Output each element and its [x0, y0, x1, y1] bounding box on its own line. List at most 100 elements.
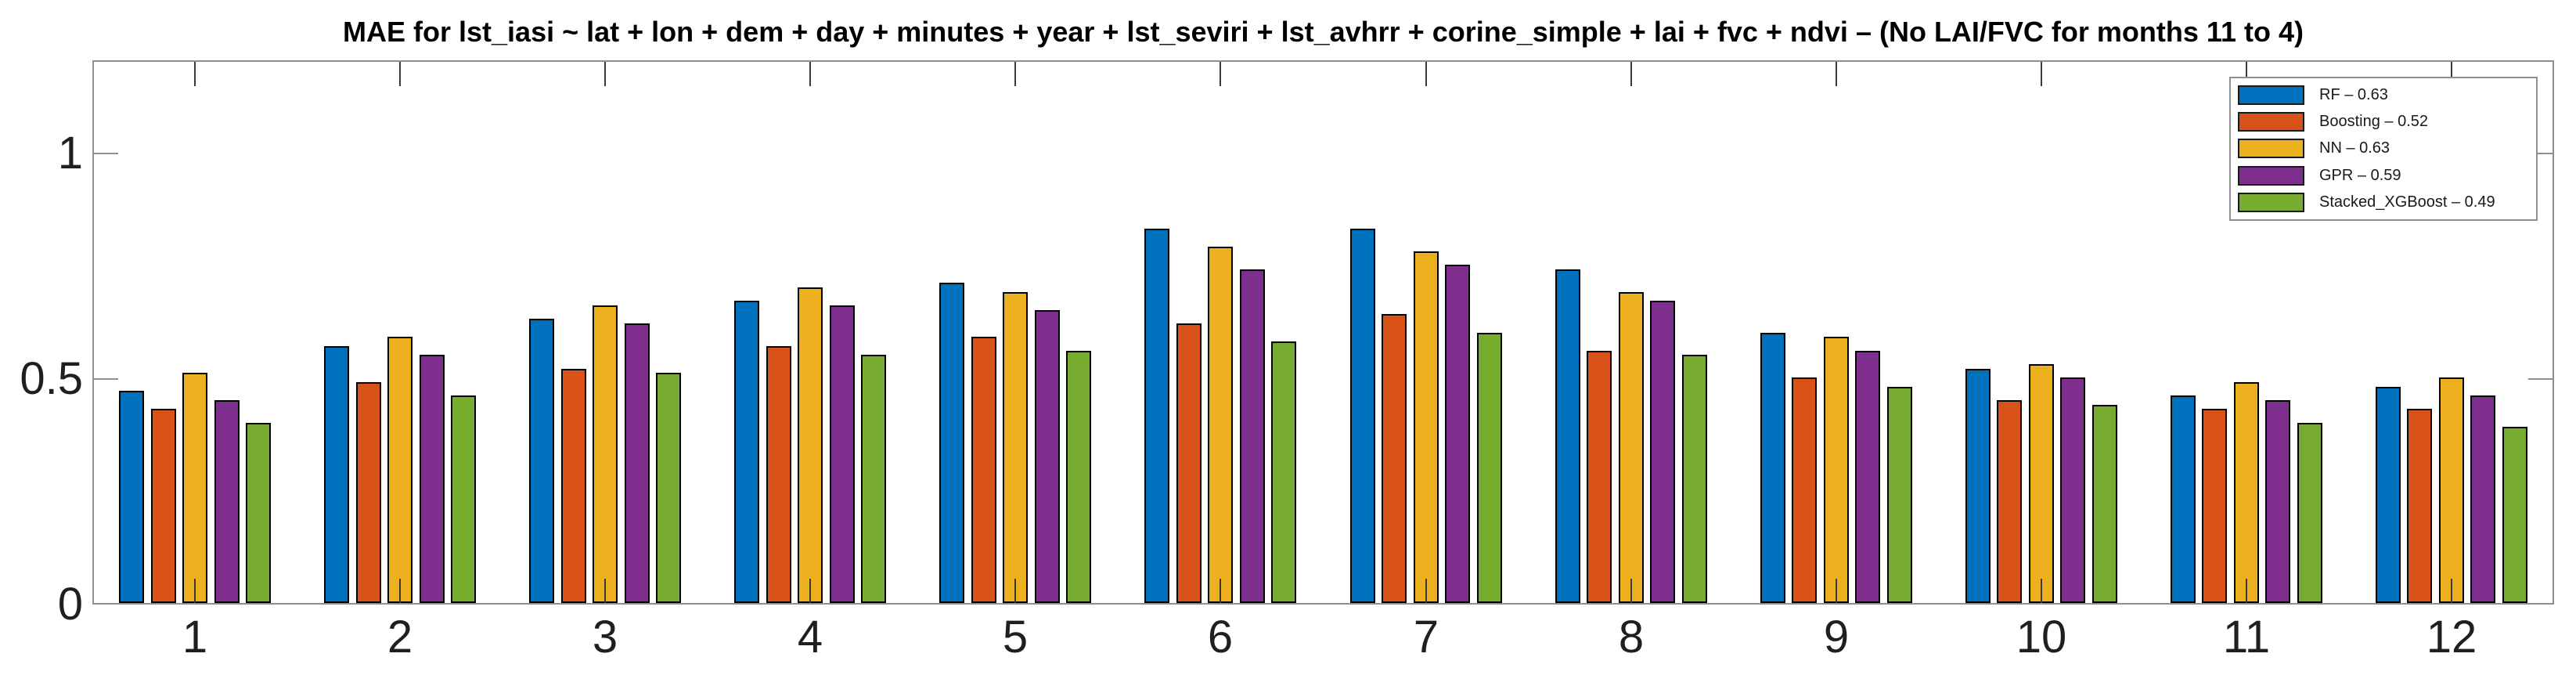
- bar-nn-month-5: [1003, 292, 1028, 603]
- bar-nn-month-10: [2029, 364, 2054, 603]
- x-tick-top: [1630, 62, 1632, 86]
- x-tick-bottom: [1836, 579, 1837, 603]
- x-tick-bottom: [809, 579, 811, 603]
- y-tick-left: [94, 153, 118, 154]
- legend-swatch-boosting: [2238, 112, 2304, 132]
- bar-rf-month-4: [734, 301, 759, 603]
- legend-item-boosting: Boosting – 0.52: [2238, 112, 2536, 132]
- bar-stacked_xgboost-month-10: [2092, 405, 2117, 603]
- x-tick-top: [1836, 62, 1837, 86]
- bar-nn-month-12: [2439, 377, 2464, 603]
- x-tick-label: 8: [1618, 612, 1645, 663]
- x-tick-label: 11: [2222, 612, 2271, 663]
- bar-nn-month-8: [1619, 292, 1644, 603]
- bar-boosting-month-7: [1382, 314, 1407, 603]
- bar-gpr-month-9: [1855, 351, 1880, 603]
- y-tick-right: [2528, 153, 2553, 154]
- bar-stacked_xgboost-month-1: [246, 423, 271, 603]
- bar-boosting-month-8: [1587, 351, 1612, 603]
- bar-stacked_xgboost-month-8: [1682, 355, 1707, 603]
- x-tick-label: 2: [387, 612, 413, 663]
- bar-gpr-month-3: [625, 323, 650, 603]
- bar-nn-month-11: [2234, 382, 2259, 603]
- x-tick-bottom: [2041, 579, 2042, 603]
- x-tick-label: 5: [1002, 612, 1029, 663]
- x-tick-label: 4: [797, 612, 823, 663]
- bar-stacked_xgboost-month-6: [1271, 341, 1296, 603]
- bar-nn-month-3: [593, 305, 618, 603]
- y-tick-left: [94, 378, 118, 380]
- bar-boosting-month-12: [2407, 409, 2432, 603]
- bar-rf-month-11: [2171, 395, 2196, 603]
- bar-rf-month-9: [1760, 333, 1785, 603]
- bar-stacked_xgboost-month-11: [2297, 423, 2322, 603]
- y-tick-label: 0.5: [20, 353, 83, 404]
- bar-stacked_xgboost-month-9: [1887, 387, 1912, 603]
- bar-gpr-month-5: [1035, 310, 1060, 603]
- bar-stacked_xgboost-month-12: [2502, 427, 2527, 603]
- x-tick-top: [809, 62, 811, 86]
- legend-label-stacked_xgboost: Stacked_XGBoost – 0.49: [2319, 193, 2495, 211]
- legend-label-boosting: Boosting – 0.52: [2319, 113, 2428, 131]
- bar-boosting-month-1: [151, 409, 176, 603]
- bar-rf-month-10: [1965, 369, 1991, 603]
- bar-rf-month-7: [1350, 229, 1375, 603]
- bar-boosting-month-11: [2202, 409, 2227, 603]
- bar-boosting-month-10: [1997, 400, 2022, 603]
- bar-gpr-month-4: [830, 305, 855, 603]
- legend-label-nn: NN – 0.63: [2319, 139, 2390, 157]
- bar-boosting-month-5: [971, 337, 996, 603]
- x-tick-bottom: [1220, 579, 1221, 603]
- bar-rf-month-1: [119, 391, 144, 603]
- x-tick-label: 1: [182, 612, 208, 663]
- bar-stacked_xgboost-month-4: [861, 355, 886, 603]
- x-tick-bottom: [399, 579, 401, 603]
- bar-gpr-month-6: [1240, 269, 1265, 603]
- bar-nn-month-7: [1414, 251, 1439, 603]
- bar-rf-month-3: [529, 319, 554, 603]
- x-tick-label: 7: [1413, 612, 1439, 663]
- bar-boosting-month-4: [766, 346, 791, 603]
- bar-gpr-month-1: [214, 400, 240, 603]
- bar-stacked_xgboost-month-7: [1477, 333, 1502, 603]
- y-tick-label: 0: [57, 579, 83, 630]
- x-tick-label: 9: [1823, 612, 1850, 663]
- bar-rf-month-12: [2376, 387, 2401, 603]
- x-tick-bottom: [1425, 579, 1427, 603]
- x-tick-top: [2246, 62, 2247, 86]
- legend-swatch-gpr: [2238, 165, 2304, 186]
- bar-rf-month-2: [324, 346, 349, 603]
- bar-gpr-month-7: [1445, 265, 1470, 603]
- x-tick-bottom: [2451, 579, 2452, 603]
- bar-rf-month-8: [1555, 269, 1580, 603]
- legend-label-rf: RF – 0.63: [2319, 86, 2388, 104]
- bar-nn-month-4: [798, 287, 823, 603]
- bar-rf-month-6: [1144, 229, 1169, 603]
- x-tick-top: [194, 62, 196, 86]
- y-tick-right: [2528, 378, 2553, 380]
- x-tick-label: 6: [1207, 612, 1234, 663]
- x-tick-bottom: [1014, 579, 1016, 603]
- legend-label-gpr: GPR – 0.59: [2319, 166, 2401, 184]
- x-tick-top: [1220, 62, 1221, 86]
- bar-boosting-month-9: [1792, 377, 1817, 603]
- x-tick-bottom: [604, 579, 606, 603]
- x-tick-top: [399, 62, 401, 86]
- bar-nn-month-6: [1208, 247, 1233, 603]
- chart-title: MAE for lst_iasi ~ lat + lon + dem + day…: [343, 16, 2304, 48]
- bar-gpr-month-2: [420, 355, 445, 603]
- plot-area: [92, 60, 2554, 605]
- x-tick-bottom: [194, 579, 196, 603]
- bar-stacked_xgboost-month-5: [1066, 351, 1091, 603]
- bar-gpr-month-11: [2265, 400, 2290, 603]
- bar-gpr-month-12: [2470, 395, 2495, 603]
- bar-nn-month-1: [182, 373, 207, 603]
- bar-stacked_xgboost-month-2: [451, 395, 476, 603]
- legend-swatch-stacked_xgboost: [2238, 192, 2304, 212]
- legend-swatch-nn: [2238, 139, 2304, 159]
- y-tick-label: 1: [57, 128, 83, 179]
- bar-boosting-month-6: [1176, 323, 1202, 603]
- bar-rf-month-5: [939, 283, 964, 603]
- legend-item-rf: RF – 0.63: [2238, 85, 2536, 106]
